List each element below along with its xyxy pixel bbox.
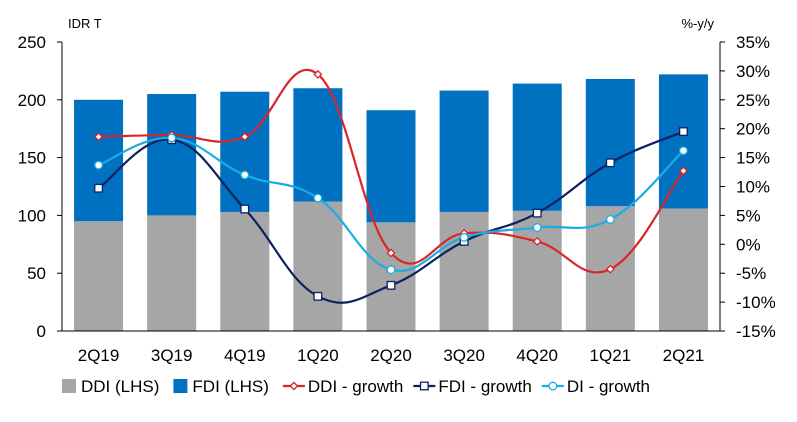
- bar-fdi-1q20: [293, 88, 343, 202]
- point-di-growth-2q20: [386, 265, 396, 275]
- bar-ddi-1q20: [293, 201, 343, 331]
- point-ddi-growth-1q20: [313, 69, 323, 79]
- point-ddi-growth-2q20: [386, 248, 396, 258]
- right-tick-label: 20%: [736, 120, 770, 139]
- x-tick-label: 1Q21: [590, 346, 632, 365]
- point-ddi-growth-4q19: [240, 132, 250, 142]
- point-fdi-growth-2q21: [678, 127, 688, 137]
- bar-fdi-2q20: [366, 110, 416, 223]
- point-fdi-growth-1q21: [605, 158, 615, 168]
- bar-fdi-4q19: [220, 91, 270, 212]
- legend-label: DDI (LHS): [81, 377, 159, 396]
- x-tick-label: 2Q20: [370, 346, 412, 365]
- legend-swatch-ddi: [62, 379, 76, 393]
- x-tick-label: 3Q19: [151, 346, 193, 365]
- left-tick-label: 50: [27, 264, 46, 283]
- lines-layer: [94, 68, 688, 304]
- right-tick-label: 10%: [736, 178, 770, 197]
- point-di-growth-4q19: [240, 170, 250, 180]
- point-ddi-growth-4q20: [532, 236, 542, 246]
- bar-ddi-2q21: [658, 208, 708, 331]
- point-di-growth-1q21: [605, 214, 615, 224]
- point-ddi-growth-2q21: [678, 166, 688, 176]
- bar-fdi-2q21: [658, 74, 708, 209]
- right-tick-label: 5%: [736, 206, 761, 225]
- x-tick-label: 2Q19: [78, 346, 120, 365]
- point-di-growth-2q19: [94, 160, 104, 170]
- legend-label: FDI (LHS): [192, 377, 269, 396]
- point-fdi-growth-2q20: [386, 280, 396, 290]
- bars-layer: [74, 74, 708, 331]
- bar-fdi-3q19: [147, 94, 197, 216]
- left-tick-label: 150: [18, 149, 46, 168]
- legend-marker-di-growth: [548, 381, 558, 391]
- right-tick-label: 35%: [736, 33, 770, 52]
- x-tick-label: 4Q19: [224, 346, 266, 365]
- point-ddi-growth-1q21: [605, 264, 615, 274]
- axes-layer: IDR T %-y/y 0 50 100 150 200 250 -15% -10% -5% 0%…: [18, 16, 776, 365]
- legend-swatch-fdi: [173, 379, 188, 393]
- x-tick-label: 2Q21: [663, 346, 705, 365]
- bar-ddi-4q19: [220, 211, 270, 331]
- right-tick-label: 0%: [736, 235, 761, 254]
- legend: DDI (LHS) FDI (LHS) DDI - growth FDI - grow…: [62, 377, 650, 396]
- point-fdi-growth-4q19: [240, 204, 250, 214]
- left-axis-unit-label: IDR T: [68, 16, 102, 31]
- line-fdi-growth: [97, 130, 684, 304]
- point-di-growth-4q20: [532, 223, 542, 232]
- right-axis-unit-label: %-y/y: [682, 16, 715, 31]
- legend-marker-ddi-growth: [289, 381, 299, 391]
- right-tick-label: -15%: [736, 322, 776, 341]
- left-tick-label: 100: [18, 206, 46, 225]
- bar-fdi-1q21: [585, 78, 635, 207]
- point-fdi-growth-1q20: [313, 291, 323, 301]
- bar-fdi-3q20: [439, 90, 489, 212]
- point-di-growth-3q19: [167, 133, 177, 143]
- point-fdi-growth-2q19: [94, 183, 104, 193]
- bar-ddi-3q19: [147, 215, 197, 331]
- legend-marker-fdi-growth: [419, 381, 429, 391]
- x-tick-label: 3Q20: [443, 346, 485, 365]
- left-tick-label: 0: [37, 322, 46, 341]
- right-tick-label: 30%: [736, 62, 770, 81]
- x-tick-label: 1Q20: [297, 346, 339, 365]
- point-fdi-growth-4q20: [532, 208, 542, 218]
- right-tick-label: -10%: [736, 293, 776, 312]
- x-tick-label: 4Q20: [516, 346, 558, 365]
- legend-label: DI - growth: [567, 377, 650, 396]
- right-tick-label: 25%: [736, 91, 770, 110]
- left-tick-label: 250: [18, 33, 46, 52]
- point-di-growth-2q21: [678, 146, 688, 156]
- point-ddi-growth-2q19: [94, 132, 104, 142]
- point-di-growth-1q20: [313, 193, 323, 203]
- left-tick-label: 200: [18, 91, 46, 110]
- bar-fdi-4q20: [512, 83, 562, 211]
- right-tick-label: 15%: [736, 149, 770, 168]
- bar-fdi-2q19: [74, 99, 124, 222]
- bar-ddi-2q19: [74, 221, 124, 331]
- right-tick-label: -5%: [736, 264, 766, 283]
- legend-label: FDI - growth: [438, 377, 532, 396]
- point-di-growth-3q20: [459, 232, 469, 242]
- legend-label: DDI - growth: [308, 377, 403, 396]
